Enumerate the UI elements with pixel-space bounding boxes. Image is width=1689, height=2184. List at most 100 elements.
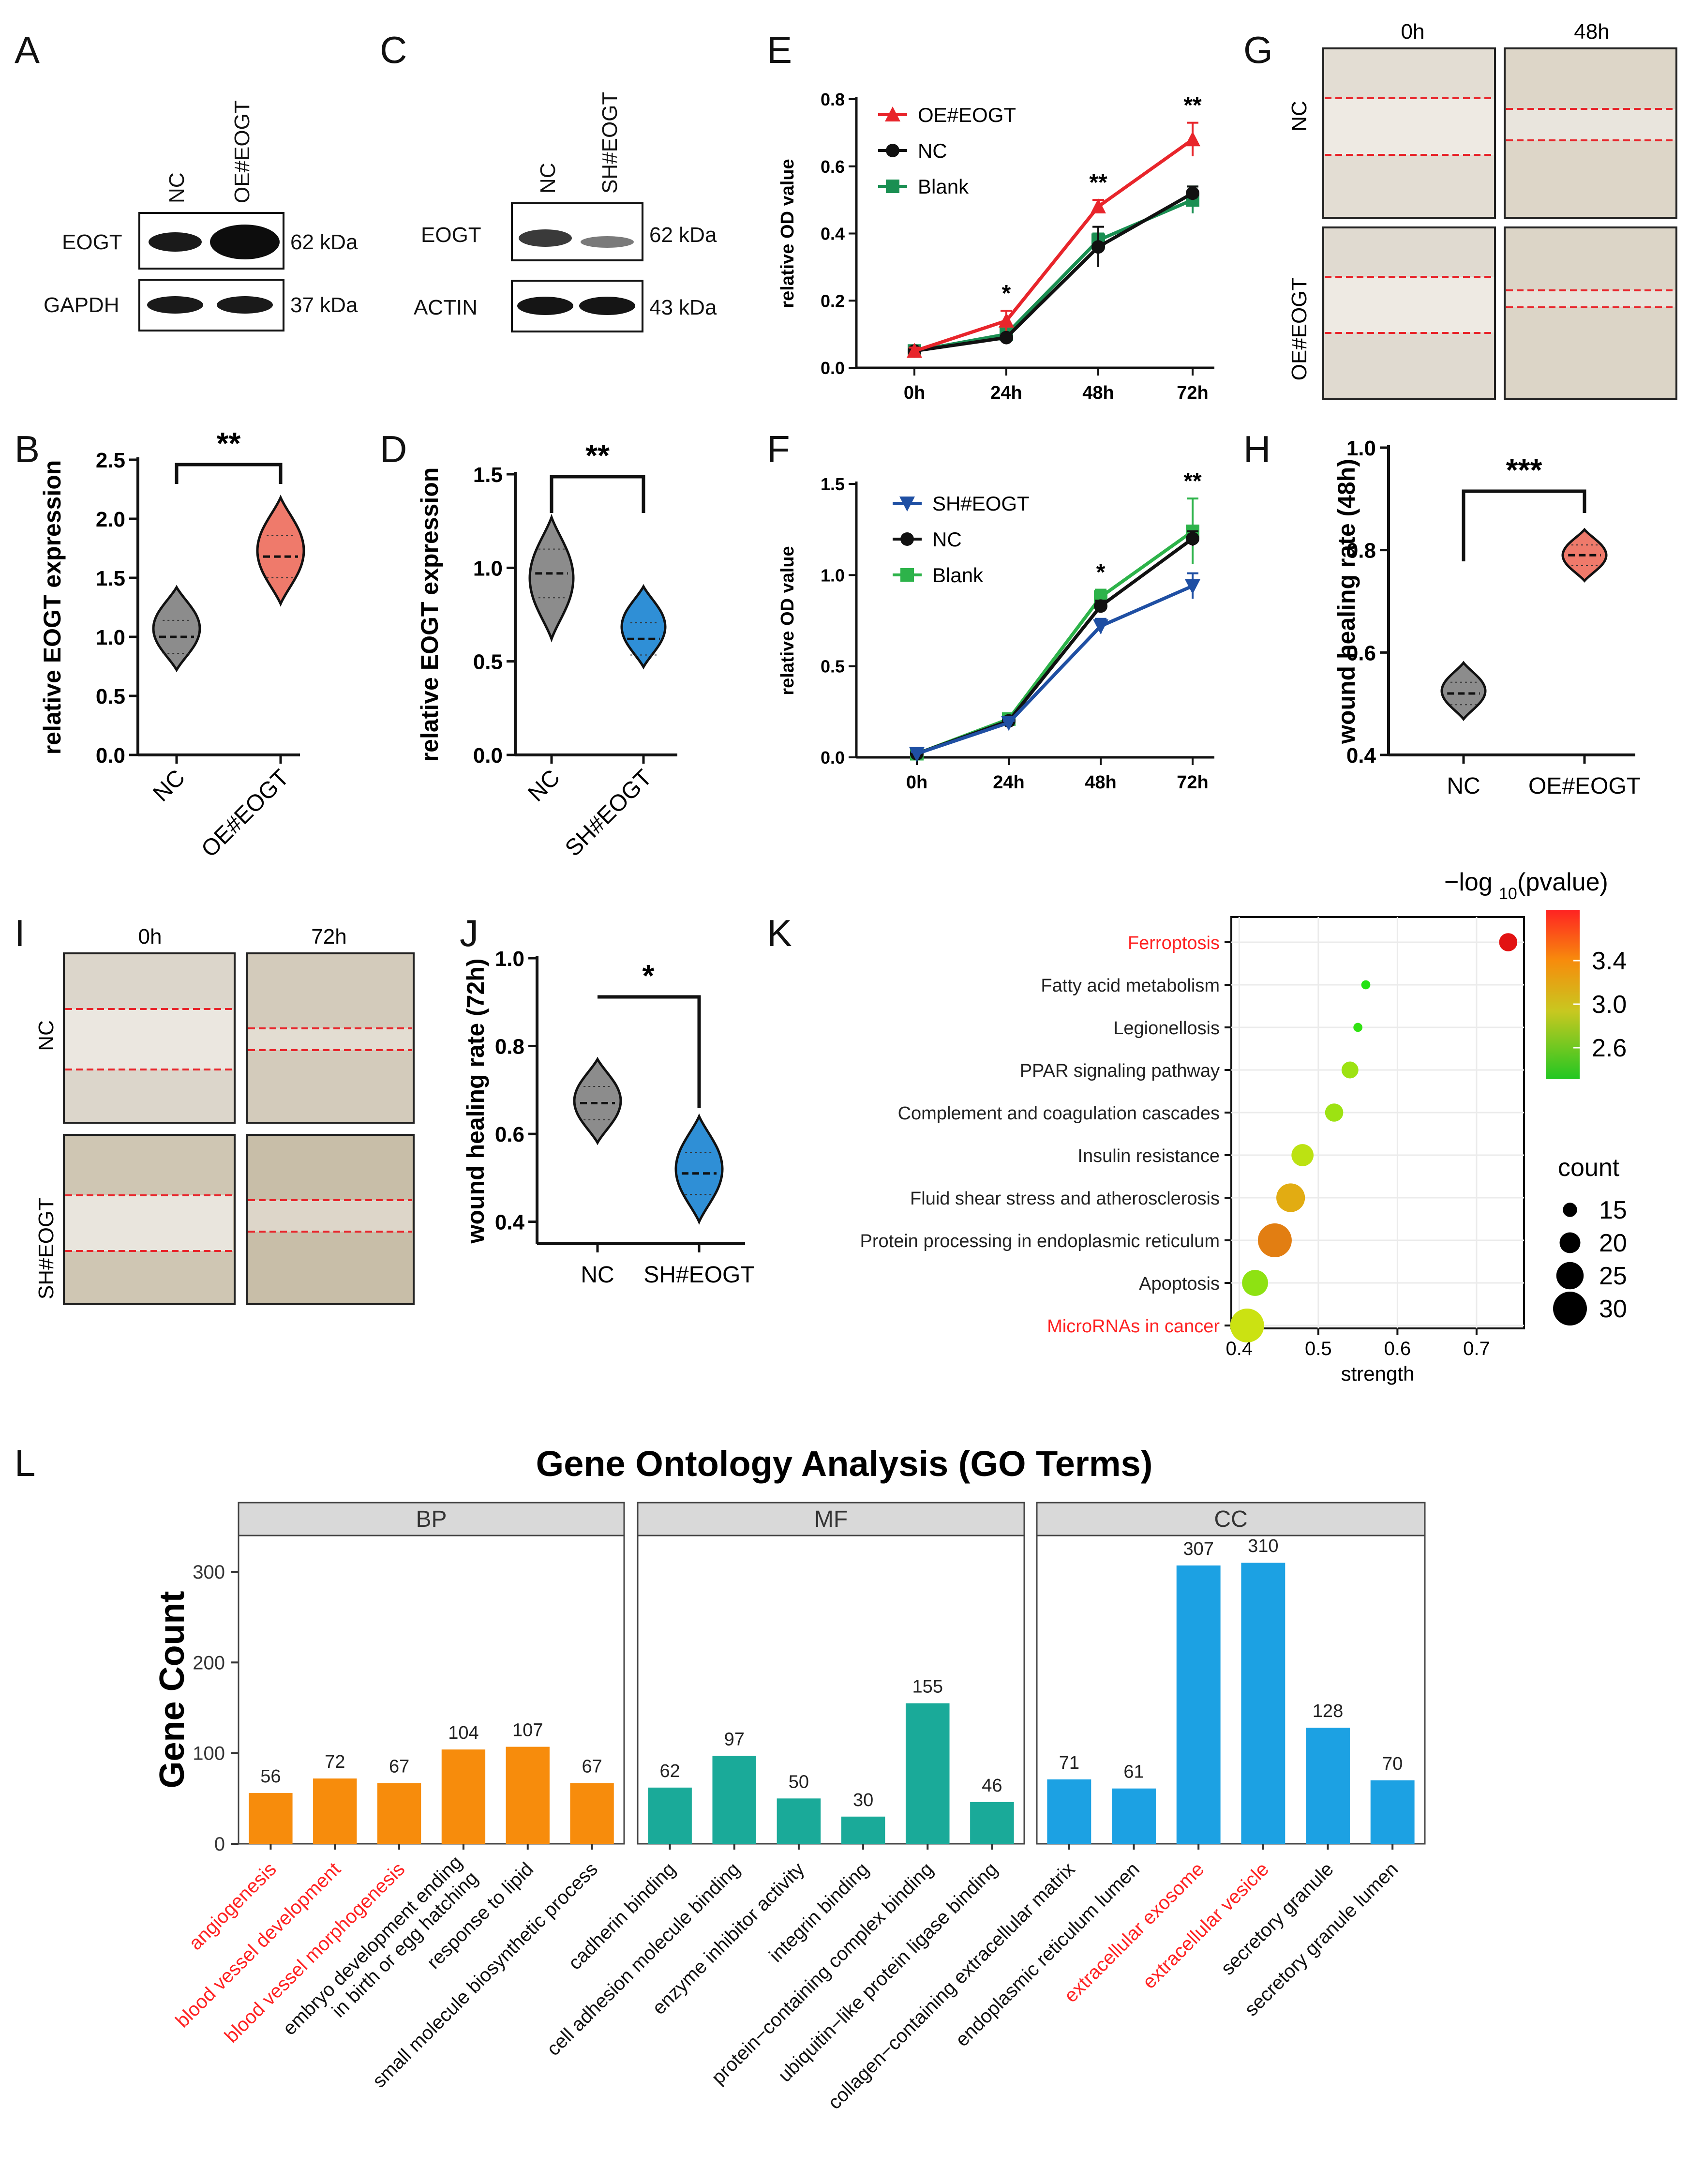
bar-l-mf-value-1: 97 xyxy=(724,1729,745,1749)
line-f-annotation-3: ** xyxy=(1183,468,1202,494)
violin-j-significance-label: * xyxy=(643,958,655,993)
dot-k-term-label-3: PPAR signaling pathway xyxy=(1020,1061,1220,1081)
bar-l-bp-bar-4 xyxy=(506,1747,550,1844)
line-f-y-tick-label: 0.0 xyxy=(821,748,845,768)
violin-b-y-tick-label: 1.5 xyxy=(96,567,125,590)
line-chart-f: 0.0 0.5 1.0 1.5 relative OD value 0h 24h 48h 72h… xyxy=(777,468,1214,793)
scratch-assay-g: 0h 48h NC OE#EOGT xyxy=(1287,20,1677,400)
violin-d-y-tick-label: 0.5 xyxy=(473,650,503,674)
dot-k-point-7 xyxy=(1257,1223,1292,1257)
violin-chart-d: 0.0 0.5 1.0 1.5 relative EOGT expression NCSH… xyxy=(416,438,677,861)
violin-b-significance-label: ** xyxy=(217,426,241,461)
bar-l-term-label-line: protein−containing complex binding xyxy=(707,1858,937,2088)
dot-k-size-legend-dot-0 xyxy=(1563,1203,1577,1217)
line-e-series-OE#EOGT xyxy=(913,138,1194,353)
line-e-x-tick-label: 24h xyxy=(990,383,1022,403)
scratch-g-nc-48h-wound xyxy=(1506,109,1675,140)
line-e-y-tick-label: 0.2 xyxy=(821,291,845,311)
violin-b-y-tick-label: 0.5 xyxy=(96,685,125,708)
line-e-legend-label-2: Blank xyxy=(918,175,969,198)
bar-l-mf-bar-3 xyxy=(841,1816,885,1844)
bar-l-cc-value-2: 307 xyxy=(1183,1539,1213,1559)
bar-l-mf-bar-2 xyxy=(777,1798,821,1844)
line-e-legend-marker xyxy=(885,106,900,121)
violin-j-y-axis-title: wound healing rate (72h) xyxy=(462,959,489,1244)
dot-k-size-legend-dot-1 xyxy=(1559,1232,1581,1253)
violin-b-y-axis-title: relative EOGT expression xyxy=(39,460,66,755)
bar-l-cc-term-label-4: secretory granule xyxy=(1217,1858,1338,1979)
violin-h-y-tick-label: 0.8 xyxy=(1346,539,1376,563)
blot-a-gapdh-band-oe xyxy=(217,296,273,314)
line-f-y-tick-label: 0.5 xyxy=(821,657,845,677)
line-e-x-tick-label: 0h xyxy=(904,383,925,403)
dot-k-x-tick-label: 0.6 xyxy=(1384,1338,1411,1359)
blot-a-row-gapdh: GAPDH xyxy=(44,293,119,317)
line-f-x-tick-label: 24h xyxy=(993,772,1024,793)
panel-label-b: B xyxy=(15,428,40,470)
violin-b-body-1 xyxy=(256,494,305,607)
bar-l-facet-panel-BP xyxy=(238,1535,625,1845)
line-e-series-Blank xyxy=(914,198,1194,353)
dot-k-point-0 xyxy=(1499,933,1518,951)
bar-l-mf-value-0: 62 xyxy=(659,1761,680,1781)
dot-k-term-label-7: Protein processing in endoplasmic reticu… xyxy=(860,1231,1220,1251)
violin-j-y-tick-label: 0.6 xyxy=(495,1123,524,1146)
violin-h-y-tick-label: 1.0 xyxy=(1346,437,1376,460)
blot-a-eogt-band-nc xyxy=(149,232,202,252)
violin-h-significance-label: *** xyxy=(1506,452,1542,487)
bar-l-facet-strip-CC xyxy=(1036,1502,1426,1536)
violin-d-significance-label: ** xyxy=(585,438,610,473)
violin-j-body-0 xyxy=(573,1056,622,1145)
line-f-legend-label-1: NC xyxy=(932,528,962,551)
bar-l-bp-bar-1 xyxy=(313,1778,357,1844)
dot-k-x-tick-label: 0.7 xyxy=(1463,1338,1490,1359)
violin-d-body-0 xyxy=(528,513,575,643)
violin-h-x-label-1: OE#EOGT xyxy=(1528,773,1641,799)
dot-k-size-legend-dot-3 xyxy=(1553,1292,1587,1325)
violin-b-significance-bracket xyxy=(175,463,283,484)
blot-c-lane-nc: NC xyxy=(536,163,560,194)
violin-d-y-tick-label: 0.0 xyxy=(473,744,503,768)
bar-l-y-tick-label: 200 xyxy=(193,1652,225,1673)
bar-l-bp-value-5: 67 xyxy=(582,1756,602,1777)
violin-h-significance-bracket xyxy=(1462,489,1586,561)
bar-l-term-label-line: small molecule biosynthetic process xyxy=(369,1858,602,2092)
violin-d-y-tick-label: 1.0 xyxy=(473,557,503,580)
panel-label-i: I xyxy=(15,912,25,954)
dot-k-point-9 xyxy=(1230,1309,1264,1342)
line-f-legend-marker xyxy=(900,568,914,582)
panel-label-h: H xyxy=(1243,428,1270,470)
dot-k-color-legend-suffix: (pvalue) xyxy=(1517,868,1608,896)
dot-k-x-axis-title: strength xyxy=(1341,1362,1415,1385)
scratch-g-row-nc: NC xyxy=(1287,101,1311,132)
violin-d-body-1 xyxy=(620,584,667,670)
line-chart-e: 0.0 0.2 0.4 0.6 0.8 relative OD value 0h 24h 48h… xyxy=(777,90,1214,403)
scratch-i-col-72h: 72h xyxy=(311,925,346,949)
bar-l-y-tick-label: 300 xyxy=(193,1562,225,1583)
line-f-legend-marker xyxy=(900,532,914,546)
dot-k-size-legend-label-0: 15 xyxy=(1599,1196,1627,1224)
bar-l-cc-bar-2 xyxy=(1176,1565,1221,1844)
line-f-x-tick-label: 48h xyxy=(1085,772,1116,793)
bar-l-mf-bar-1 xyxy=(712,1756,757,1844)
violin-j-y-tick-label: 0.8 xyxy=(495,1035,524,1059)
scratch-i-col-0h: 0h xyxy=(138,925,162,949)
line-e-y-tick-label: 0.6 xyxy=(821,157,845,177)
panel-label-l: L xyxy=(15,1442,35,1484)
line-f-point-NC xyxy=(1094,599,1107,613)
scratch-g-col-0h: 0h xyxy=(1401,20,1425,44)
dot-k-size-legend-label-2: 25 xyxy=(1599,1262,1627,1290)
blot-c-actin-band-sh xyxy=(579,297,635,315)
violin-j-significance-bracket xyxy=(598,995,701,1108)
bar-l-cc-bar-4 xyxy=(1306,1728,1350,1844)
dot-k-point-5 xyxy=(1291,1144,1314,1166)
line-e-y-tick-label: 0.8 xyxy=(821,90,845,109)
bar-l-mf-bar-4 xyxy=(905,1703,950,1844)
violin-j-x-label-1: SH#EOGT xyxy=(643,1262,754,1288)
bar-l-bp-bar-5 xyxy=(570,1783,614,1844)
line-f-point-SH#EOGT xyxy=(909,747,925,762)
bar-l-mf-term-label-4: protein−containing complex binding xyxy=(707,1858,937,2088)
bar-l-facet-label-MF: MF xyxy=(814,1506,848,1532)
blot-c-lane-sh: SH#EOGT xyxy=(598,92,622,194)
